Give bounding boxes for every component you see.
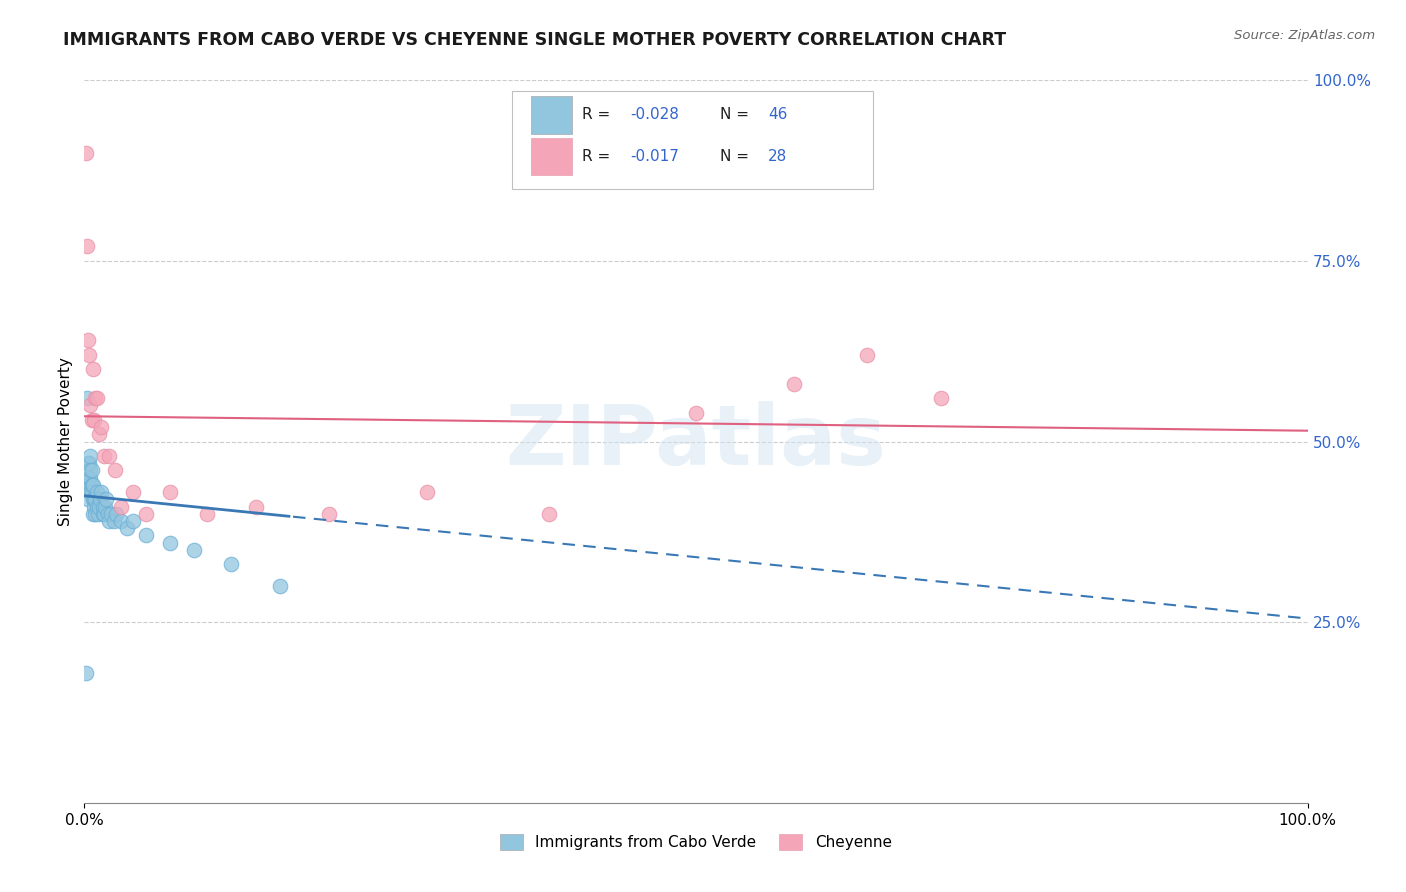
Point (135, 507, 157, 521)
Point (87, 507, 110, 521)
Point (685, 406, 707, 420)
Point (87, 427, 110, 442)
Point (91, 507, 114, 521)
Point (84, 492, 107, 507)
Point (80, 485, 103, 500)
Point (97, 507, 120, 521)
Point (90, 420, 112, 434)
Point (783, 376, 806, 391)
Point (80, 413, 103, 427)
Point (115, 521, 138, 535)
Point (159, 535, 181, 549)
Point (86, 500, 108, 514)
Point (82, 478, 104, 492)
Point (89, 492, 111, 507)
Point (76, 478, 98, 492)
Text: IMMIGRANTS FROM CABO VERDE VS CHEYENNE SINGLE MOTHER POVERTY CORRELATION CHART: IMMIGRANTS FROM CABO VERDE VS CHEYENNE S… (63, 31, 1007, 49)
Point (104, 463, 127, 477)
Point (77, 492, 100, 507)
Text: -0.017: -0.017 (630, 149, 679, 164)
Point (122, 514, 145, 528)
Point (96, 492, 118, 507)
Point (79, 463, 101, 477)
Point (82, 507, 104, 521)
Text: 46: 46 (768, 107, 787, 122)
Point (77, 334, 100, 348)
Point (269, 579, 291, 593)
Y-axis label: Single Mother Poverty: Single Mother Poverty (58, 357, 73, 526)
Point (83, 413, 105, 427)
Point (77, 478, 100, 492)
Point (75, 145, 97, 160)
Point (83, 500, 105, 514)
Point (91, 500, 114, 514)
Point (77, 470, 100, 484)
Point (318, 507, 340, 521)
Point (103, 514, 125, 528)
Point (110, 500, 132, 514)
Text: N =: N = (720, 107, 754, 122)
Text: N =: N = (720, 149, 754, 164)
Point (83, 492, 105, 507)
Point (75, 665, 97, 680)
Point (93, 507, 115, 521)
Text: Source: ZipAtlas.com: Source: ZipAtlas.com (1234, 29, 1375, 42)
Point (97, 514, 120, 528)
Point (159, 485, 181, 500)
Point (79, 485, 101, 500)
Point (79, 398, 101, 412)
Point (122, 485, 145, 500)
Point (90, 485, 112, 500)
Point (86, 485, 108, 500)
Point (82, 492, 104, 507)
Point (93, 449, 115, 463)
Point (80, 478, 103, 492)
Point (84, 507, 107, 521)
Point (416, 485, 439, 500)
Point (245, 500, 267, 514)
FancyBboxPatch shape (531, 96, 572, 134)
Point (77, 456, 100, 470)
Point (79, 449, 101, 463)
Point (183, 542, 205, 557)
Point (105, 507, 128, 521)
Point (538, 507, 561, 521)
Point (82, 362, 104, 376)
Point (87, 500, 110, 514)
Point (94, 500, 117, 514)
Text: -0.028: -0.028 (630, 107, 679, 122)
Point (135, 528, 157, 542)
Point (79, 470, 101, 484)
Legend: Immigrants from Cabo Verde, Cheyenne: Immigrants from Cabo Verde, Cheyenne (494, 829, 898, 856)
Point (80, 463, 103, 477)
Point (77, 456, 100, 470)
Text: 28: 28 (768, 149, 787, 164)
Text: R =: R = (582, 107, 616, 122)
Point (195, 507, 218, 521)
Point (929, 391, 952, 405)
Text: ZIPatlas: ZIPatlas (506, 401, 886, 482)
FancyBboxPatch shape (531, 137, 572, 176)
Point (110, 514, 132, 528)
Point (77, 348, 100, 362)
FancyBboxPatch shape (513, 91, 873, 189)
Point (76, 239, 98, 253)
Point (84, 391, 107, 405)
Point (86, 391, 108, 405)
Point (856, 348, 879, 362)
Text: R =: R = (582, 149, 616, 164)
Point (219, 558, 242, 572)
Point (76, 391, 98, 405)
Point (100, 507, 122, 521)
Point (97, 449, 120, 463)
